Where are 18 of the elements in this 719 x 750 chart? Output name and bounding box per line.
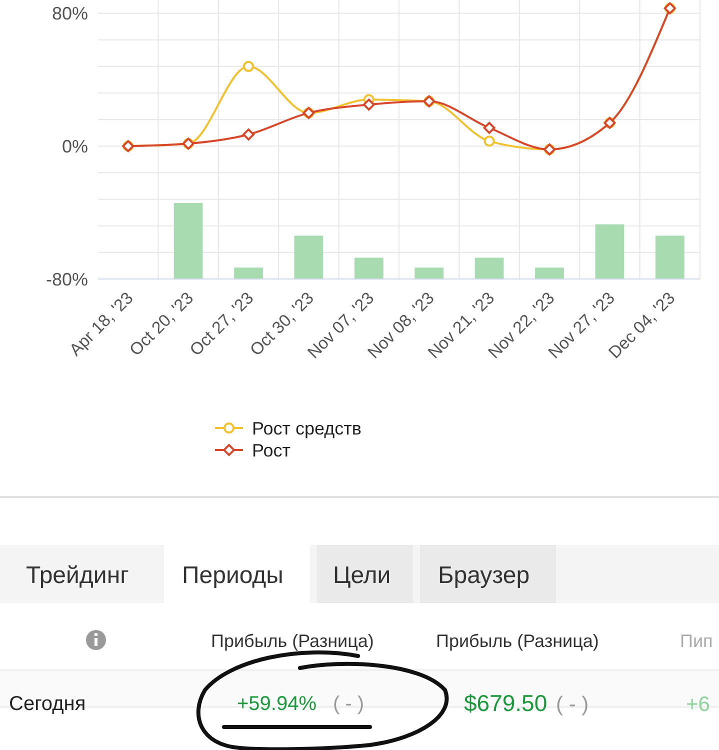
text: +6 (686, 693, 710, 716)
text: +59.94% (237, 693, 317, 715)
text: Прибыль (Разница) (436, 631, 599, 651)
text: ( - ) (333, 693, 364, 715)
text: ( - ) (556, 693, 589, 716)
text: Прибыль (Разница) (211, 631, 374, 651)
legend-label: Рост средств (252, 418, 362, 438)
text: $679.50 (464, 690, 548, 716)
text: Браузер (438, 562, 530, 589)
legend-label: Рост (252, 440, 290, 460)
text: Сегодня (9, 693, 86, 715)
y-tick-label: 80% (52, 4, 88, 24)
y-tick-label: -80% (46, 269, 88, 290)
text: Периоды (182, 562, 284, 589)
text: Пип (680, 631, 713, 651)
text: Трейдинг (26, 562, 130, 589)
text: Цели (333, 562, 391, 589)
y-tick-label: 0% (62, 136, 88, 156)
